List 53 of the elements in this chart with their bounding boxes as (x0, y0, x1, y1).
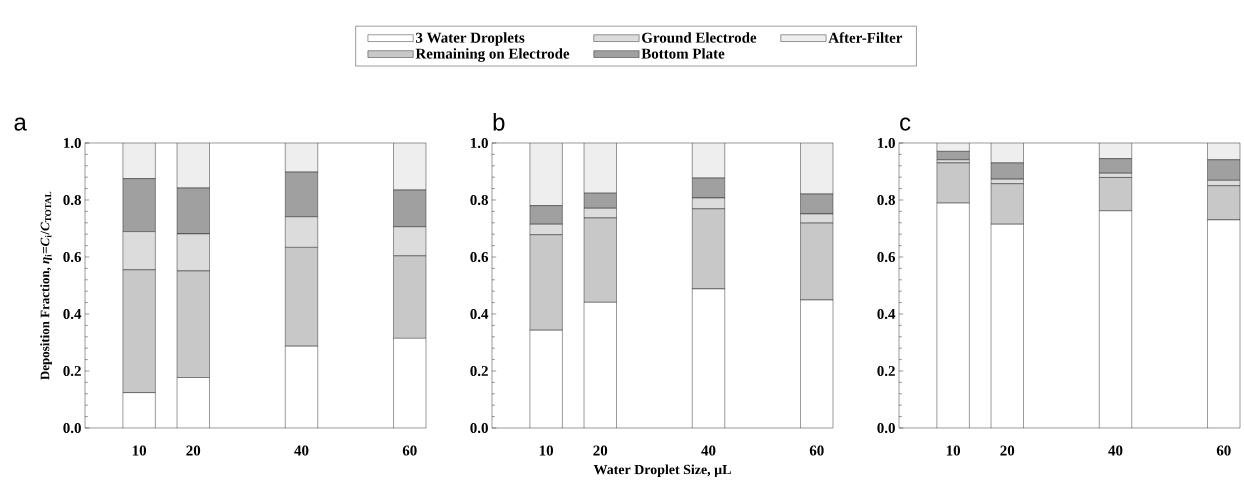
x-tick-label: 10 (132, 445, 147, 456)
legend-label: 3 Water Droplets (416, 32, 525, 46)
legend-label: Ground Electrode (642, 32, 757, 43)
y-tick-label: 0.8 (63, 194, 81, 206)
x-tick-label: 40 (1108, 445, 1123, 456)
bar (176, 233, 210, 272)
x-tick-label: 10 (946, 445, 961, 456)
bar (122, 231, 156, 271)
y-tick-label: 0.8 (877, 194, 895, 206)
chart-title: b (493, 113, 505, 131)
x-tick-label: 40 (701, 445, 716, 456)
legend-label: Remaining on Electrode (415, 48, 570, 62)
y-tick-label: 0.6 (63, 251, 82, 263)
y-tick-label: 0.4 (470, 308, 489, 320)
y-tick-label: 0.2 (877, 365, 895, 377)
chart-title: c (900, 117, 911, 131)
y-tick-label: 0.4 (877, 308, 896, 320)
y-tick-label: 0.2 (470, 365, 488, 377)
bar (1207, 219, 1241, 428)
x-tick-label: 10 (539, 445, 554, 456)
y-tick-label: 1.0 (64, 137, 81, 149)
y-tick-label: 0.6 (877, 251, 896, 263)
bar (936, 202, 970, 428)
bar (393, 189, 426, 227)
x-tick-label: 20 (186, 445, 201, 456)
bar (529, 205, 563, 225)
y-tick-label: 0.0 (470, 422, 488, 434)
y-tick-label: 1.0 (878, 137, 895, 149)
x-tick-label: 20 (1000, 445, 1015, 456)
bar (990, 224, 1024, 428)
bar (285, 216, 318, 248)
y-tick-label: 1.0 (471, 137, 488, 149)
bar (1099, 210, 1132, 428)
bar (393, 226, 426, 257)
legend-label: Bottom Plate (641, 48, 725, 59)
bar (122, 178, 156, 232)
x-tick-label: 60 (809, 445, 824, 456)
x-tick-label: 60 (402, 445, 417, 456)
legend-label: After-Filter (828, 32, 903, 43)
x-axis-title: Water Droplet Size, µL (593, 464, 731, 478)
y-tick-label: 0.4 (63, 308, 82, 320)
chart-title: a (14, 117, 27, 131)
y-tick-label: 0.6 (470, 251, 489, 263)
y-tick-label: 0.0 (877, 422, 895, 434)
x-tick-label: 20 (593, 445, 608, 456)
y-tick-label: 0.0 (63, 422, 81, 434)
x-tick-label: 60 (1216, 445, 1231, 456)
y-tick-label: 0.8 (470, 194, 488, 206)
text: Deposition Fraction, η$_{i}$=C$_{i}$/C$_{TOTAL}$ (40, 191, 52, 380)
y-tick-label: 0.2 (63, 365, 81, 377)
bar (176, 187, 210, 235)
bar (285, 171, 318, 217)
x-tick-label: 40 (294, 445, 309, 456)
